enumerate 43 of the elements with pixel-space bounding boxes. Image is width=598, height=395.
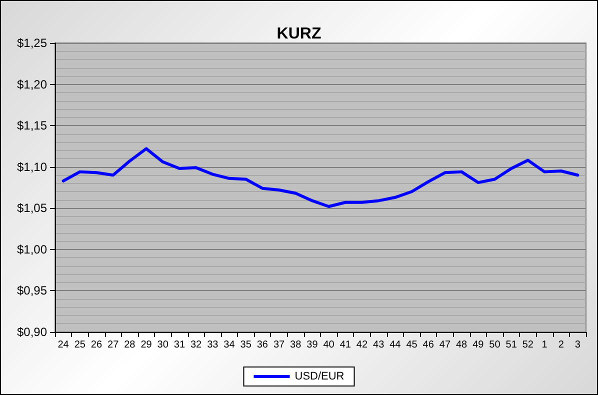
x-tick-label: 36 bbox=[256, 340, 268, 350]
x-tick-label: 34 bbox=[224, 340, 236, 350]
x-tick-label: 50 bbox=[489, 340, 501, 350]
x-tick-label: 38 bbox=[290, 340, 302, 350]
x-tick-label: 3 bbox=[574, 340, 581, 350]
x-tick-label: 33 bbox=[207, 340, 219, 350]
x-tick-label: 44 bbox=[390, 340, 402, 350]
x-tick-label: 46 bbox=[422, 340, 434, 350]
y-tick-label: $1,05 bbox=[16, 201, 48, 216]
x-tick-label: 43 bbox=[373, 340, 385, 350]
x-tick-label: 51 bbox=[506, 340, 518, 350]
y-tick-label: $1,15 bbox=[16, 118, 48, 133]
legend-label: USD/EUR bbox=[294, 370, 344, 382]
x-tick-label: 52 bbox=[522, 340, 534, 350]
y-tick-label: $1,25 bbox=[16, 36, 48, 50]
x-tick-label: 24 bbox=[58, 340, 70, 350]
x-tick-label: 37 bbox=[273, 340, 286, 350]
x-tick-label: 2 bbox=[558, 340, 564, 350]
x-tick-label: 42 bbox=[356, 340, 368, 350]
x-tick-label: 26 bbox=[90, 340, 102, 350]
x-tick-label: 39 bbox=[306, 340, 318, 350]
x-tick-label: 45 bbox=[406, 340, 418, 350]
x-tick-label: 48 bbox=[456, 340, 468, 350]
x-tick-label: 35 bbox=[240, 340, 252, 350]
x-tick-label: 40 bbox=[323, 340, 335, 350]
x-tick-label: 28 bbox=[124, 340, 136, 350]
x-tick-label: 31 bbox=[174, 340, 186, 350]
x-tick-label: 49 bbox=[472, 340, 484, 350]
x-tick-label: 29 bbox=[140, 340, 152, 350]
y-tick-label: $0,90 bbox=[16, 325, 48, 339]
x-tick-label: 27 bbox=[108, 340, 120, 350]
x-tick-label: 41 bbox=[340, 340, 352, 350]
y-tick-label: $0,95 bbox=[16, 284, 48, 298]
x-tick-label: 1 bbox=[542, 340, 548, 350]
line-series bbox=[62, 147, 580, 208]
x-tick-label: 25 bbox=[74, 340, 86, 350]
x-tick-label: 47 bbox=[439, 340, 451, 350]
chart-title: KURZ bbox=[276, 26, 322, 42]
y-tick-label: $1,10 bbox=[16, 160, 48, 174]
x-tick-label: 32 bbox=[190, 340, 202, 350]
y-tick-label: $1,00 bbox=[16, 242, 48, 256]
y-tick-label: $1,20 bbox=[16, 77, 48, 92]
x-tick-label: 30 bbox=[157, 340, 169, 350]
